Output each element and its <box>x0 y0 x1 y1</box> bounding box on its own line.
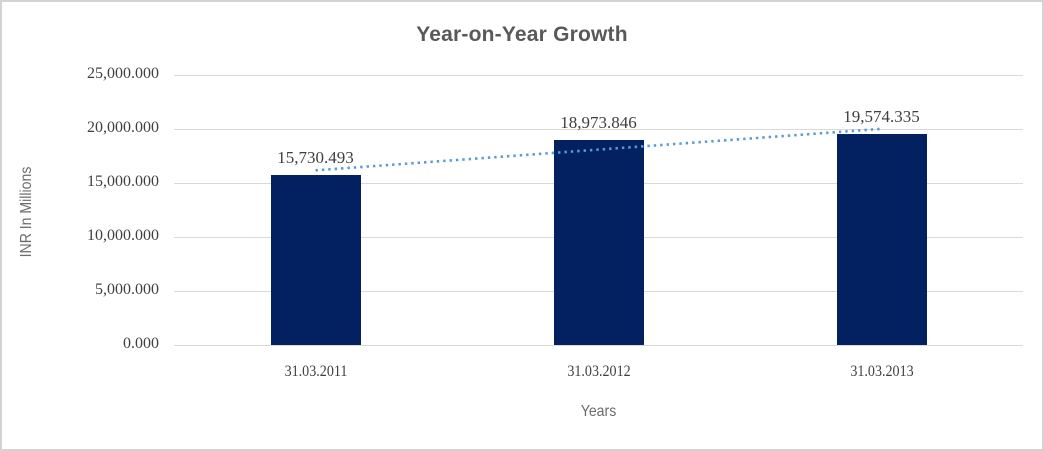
chart-title: Year-on-Year Growth <box>416 23 628 46</box>
bar <box>836 133 927 345</box>
y-tick-label: 10,000.000 <box>87 227 159 244</box>
y-tick-label: 5,000.000 <box>95 281 159 298</box>
y-tick-label: 25,000.000 <box>87 65 159 82</box>
data-label: 19,574.335 <box>843 106 920 126</box>
x-tick-label: 31.03.2012 <box>566 363 631 380</box>
y-tick-label: 15,000.000 <box>87 173 159 190</box>
gridline <box>174 74 1023 76</box>
x-tick-label: 31.03.2011 <box>284 363 347 380</box>
x-tick-label: 31.03.2013 <box>849 363 914 380</box>
bar <box>553 140 644 345</box>
data-label: 15,730.493 <box>277 148 354 168</box>
x-axis-title: Years <box>580 403 617 420</box>
y-tick-label: 20,000.000 <box>87 119 159 136</box>
bar <box>270 175 361 345</box>
gridline <box>174 344 1023 346</box>
y-tick-label: 0.000 <box>123 335 159 352</box>
data-label: 18,973.846 <box>560 113 637 133</box>
y-axis-title: INR In Millions <box>18 166 35 258</box>
